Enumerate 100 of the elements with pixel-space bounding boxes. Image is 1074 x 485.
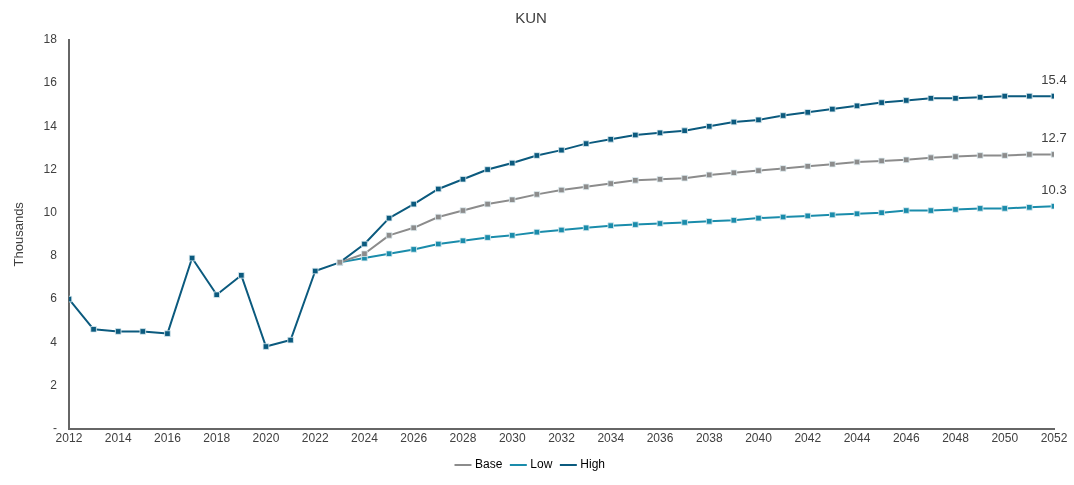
point — [558, 186, 565, 194]
point — [829, 105, 836, 113]
point — [632, 177, 639, 184]
point — [435, 240, 442, 248]
point — [779, 165, 787, 172]
y-tick-label: 12 — [43, 161, 58, 176]
point — [878, 209, 885, 216]
point — [632, 131, 639, 139]
point — [164, 330, 171, 337]
legend-label: Low — [530, 457, 553, 472]
point — [976, 93, 984, 101]
point — [1026, 151, 1033, 158]
x-tick-label: 2026 — [400, 431, 428, 446]
x-tick-label: 2024 — [351, 431, 379, 446]
x-tick-label: 2018 — [203, 431, 231, 446]
x-tick-label: 2022 — [301, 431, 329, 446]
point — [927, 95, 935, 102]
x-tick-label: 2048 — [942, 431, 970, 446]
point — [730, 169, 738, 176]
point — [484, 234, 491, 241]
point — [952, 153, 959, 160]
point — [311, 267, 319, 275]
point — [903, 97, 910, 104]
y-tick-label: 16 — [43, 75, 58, 90]
x-tick-label: 2012 — [55, 431, 83, 446]
x-tick-label: 2020 — [252, 431, 280, 446]
point — [385, 232, 393, 239]
point — [410, 224, 417, 232]
point — [903, 207, 910, 214]
point — [927, 207, 935, 214]
point — [188, 254, 196, 262]
point — [484, 200, 491, 208]
point — [853, 158, 861, 166]
point — [262, 343, 270, 350]
point — [976, 205, 984, 212]
x-tick-label: 2032 — [548, 431, 576, 446]
point — [927, 154, 935, 161]
point — [779, 112, 787, 119]
point — [755, 167, 762, 174]
point — [878, 99, 885, 106]
point — [706, 171, 713, 179]
x-tick-label: 2038 — [695, 431, 723, 446]
x-tick-label: 2052 — [1040, 431, 1068, 446]
point — [435, 185, 442, 193]
legend-label: Base — [474, 457, 503, 472]
point — [656, 176, 664, 183]
y-tick-label: 10 — [43, 205, 58, 220]
x-tick-label: 2016 — [154, 431, 182, 446]
x-tick-label: 2042 — [794, 431, 822, 446]
point — [779, 213, 787, 221]
point — [976, 152, 984, 159]
y-tick-label: 2 — [50, 377, 58, 392]
point — [804, 212, 811, 220]
point — [1026, 204, 1033, 211]
point — [361, 250, 368, 257]
point — [582, 140, 590, 147]
point — [90, 326, 97, 333]
y-tick-label: 18 — [43, 32, 58, 47]
point — [681, 127, 688, 134]
y-axis-title: Thousands — [11, 201, 27, 267]
point — [533, 152, 541, 159]
point — [804, 163, 811, 170]
point — [952, 206, 959, 213]
y-tick-label: 6 — [50, 291, 58, 306]
point — [484, 166, 491, 173]
x-tick-label: 2036 — [646, 431, 674, 446]
x-tick-label: 2030 — [498, 431, 526, 446]
point — [804, 109, 811, 116]
point — [1001, 205, 1008, 212]
point — [952, 95, 959, 102]
x-tick-label: 2034 — [597, 431, 625, 446]
point — [706, 123, 713, 130]
point — [213, 291, 220, 298]
x-tick-label: 2014 — [104, 431, 132, 446]
point — [459, 207, 467, 214]
point — [139, 328, 147, 335]
point — [1001, 92, 1008, 100]
x-tick-label: 2028 — [449, 431, 477, 446]
point — [829, 160, 836, 168]
point — [238, 272, 245, 279]
point — [853, 102, 861, 110]
point — [410, 200, 417, 208]
point — [287, 336, 294, 344]
point — [607, 136, 614, 143]
point — [459, 237, 467, 245]
point — [435, 213, 442, 221]
x-tick-label: 2050 — [991, 431, 1019, 446]
point — [508, 159, 516, 167]
point — [385, 214, 393, 222]
point — [903, 156, 910, 164]
point — [114, 328, 122, 335]
point — [878, 157, 885, 165]
data-label: 12.7 — [1041, 130, 1067, 146]
point — [361, 240, 368, 248]
point — [681, 174, 688, 182]
y-tick-label: 8 — [50, 248, 58, 263]
point — [730, 217, 738, 224]
point — [853, 210, 861, 218]
point — [706, 218, 713, 225]
point — [656, 129, 664, 137]
